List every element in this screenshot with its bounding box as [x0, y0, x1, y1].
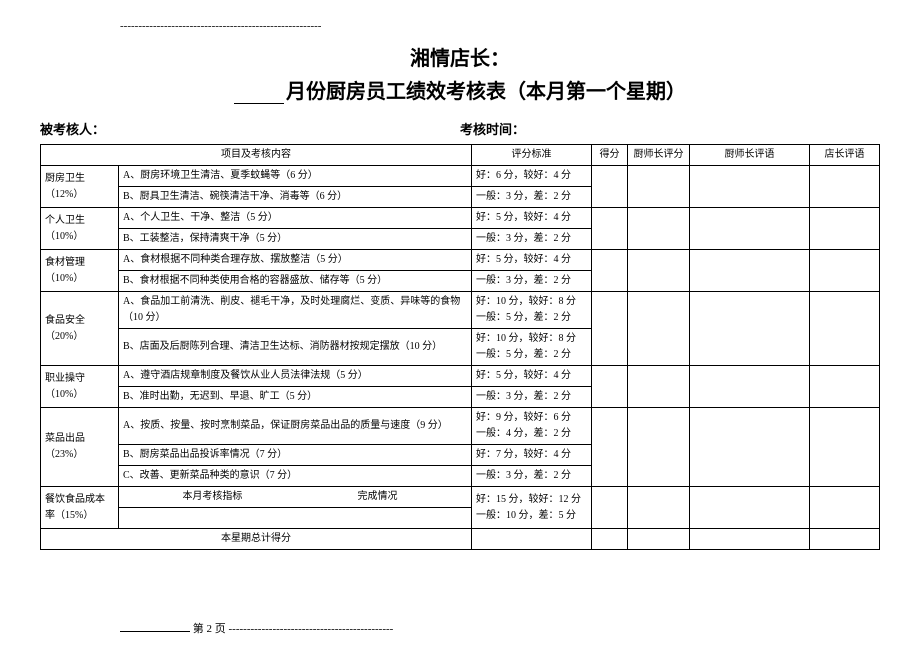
header-row: 项目及考核内容 评分标准 得分 厨师长评分 厨师长评语 店长评语 — [41, 145, 880, 166]
cost-mgr-comment — [810, 487, 880, 529]
cost-category: 餐饮食品成本率（15%） — [41, 487, 119, 529]
chef-score-cell — [628, 208, 690, 250]
cost-row-1: 餐饮食品成本率（15%） 本月考核指标完成情况 好：15 分，较好：12 分 一… — [41, 487, 880, 508]
score-cell — [592, 166, 628, 208]
hdr-score: 得分 — [592, 145, 628, 166]
cost-std: 好：15 分，较好：12 分 一般：10 分，差：5 分 — [472, 487, 592, 529]
score-cell — [592, 292, 628, 366]
page-label: 第 2 页 — [193, 623, 226, 635]
content-cell: A、食品加工前清洗、削皮、褪毛干净，及时处理腐烂、变质、异味等的食物（10 分） — [119, 292, 472, 329]
standard-cell: 一般：3 分，差：2 分 — [472, 271, 592, 292]
store-title: 湘情店长： — [40, 42, 880, 71]
category-cell: 食品安全（20%） — [41, 292, 119, 366]
mgr-comment-cell — [810, 208, 880, 250]
hdr-chef-comment: 厨师长评语 — [690, 145, 810, 166]
chef-comment-cell — [690, 208, 810, 250]
hdr-standard: 评分标准 — [472, 145, 592, 166]
total-row: 本星期总计得分 — [41, 529, 880, 550]
table-row: 职业操守（10%）A、遵守酒店规章制度及餐饮从业人员法律法规（5 分）好：5 分… — [41, 366, 880, 387]
content-cell: B、店面及后厨陈列合理、清洁卫生达标、消防器材按规定摆放（10 分） — [119, 329, 472, 366]
total-chef-score — [628, 529, 690, 550]
category-cell: 个人卫生（10%） — [41, 208, 119, 250]
content-cell: B、厨房菜品出品投诉率情况（7 分） — [119, 445, 472, 466]
standard-cell: 好：7 分，较好：4 分 — [472, 445, 592, 466]
mgr-comment-cell — [810, 366, 880, 408]
content-cell: B、工装整洁，保持清爽干净（5 分） — [119, 229, 472, 250]
standard-cell: 一般：3 分，差：2 分 — [472, 187, 592, 208]
assessment-table: 项目及考核内容 评分标准 得分 厨师长评分 厨师长评语 店长评语 厨房卫生（12… — [40, 144, 880, 550]
standard-cell: 好：5 分，较好：4 分 — [472, 208, 592, 229]
time-label: 考核时间： — [460, 119, 880, 138]
main-title-text: 月份厨房员工绩效考核表（本月第一个星期） — [286, 81, 686, 103]
mgr-comment-cell — [810, 292, 880, 366]
chef-comment-cell — [690, 366, 810, 408]
score-cell — [592, 250, 628, 292]
content-cell: A、食材根据不同种类合理存放、摆放整洁（5 分） — [119, 250, 472, 271]
table-row: 厨房卫生（12%）A、厨房环境卫生清洁、夏季蚊蝇等（6 分）好：6 分，较好：4… — [41, 166, 880, 187]
standard-cell: 好：5 分，较好：4 分 — [472, 366, 592, 387]
chef-score-cell — [628, 408, 690, 487]
cost-blank — [119, 508, 472, 529]
content-cell: A、遵守酒店规章制度及餐饮从业人员法律法规（5 分） — [119, 366, 472, 387]
standard-cell: 好：10 分，较好：8 分 一般：5 分，差：2 分 — [472, 292, 592, 329]
table-row: 食材管理（10%）A、食材根据不同种类合理存放、摆放整洁（5 分）好：5 分，较… — [41, 250, 880, 271]
total-score — [592, 529, 628, 550]
assessee-label: 被考核人： — [40, 119, 460, 138]
standard-cell: 一般：3 分，差：2 分 — [472, 466, 592, 487]
score-cell — [592, 408, 628, 487]
content-cell: B、厨具卫生清洁、碗筷清洁干净、消毒等（6 分） — [119, 187, 472, 208]
standard-cell: 一般：3 分，差：2 分 — [472, 229, 592, 250]
title-block: 湘情店长： 月份厨房员工绩效考核表（本月第一个星期） — [40, 42, 880, 104]
total-mgr-comment — [810, 529, 880, 550]
footer-blank — [120, 631, 190, 632]
standard-cell: 好：6 分，较好：4 分 — [472, 166, 592, 187]
cost-indicator-label: 本月考核指标完成情况 — [119, 487, 472, 508]
chef-comment-cell — [690, 166, 810, 208]
content-cell: B、准时出勤，无迟到、早退、旷工（5 分） — [119, 387, 472, 408]
table-row: 食品安全（20%）A、食品加工前清洗、削皮、褪毛干净，及时处理腐烂、变质、异味等… — [41, 292, 880, 329]
meta-row: 被考核人： 考核时间： — [40, 119, 880, 138]
footer: 第 2 页 ----------------------------------… — [120, 620, 880, 636]
cost-chef-comment — [690, 487, 810, 529]
standard-cell: 好：10 分，较好：8 分 一般：5 分，差：2 分 — [472, 329, 592, 366]
month-blank — [234, 103, 284, 104]
total-chef-comment — [690, 529, 810, 550]
standard-cell: 一般：3 分，差：2 分 — [472, 387, 592, 408]
hdr-item: 项目及考核内容 — [41, 145, 472, 166]
chef-score-cell — [628, 250, 690, 292]
content-cell: A、厨房环境卫生清洁、夏季蚊蝇等（6 分） — [119, 166, 472, 187]
content-cell: A、按质、按量、按时烹制菜品，保证厨房菜品出品的质量与速度（9 分） — [119, 408, 472, 445]
chef-comment-cell — [690, 250, 810, 292]
mgr-comment-cell — [810, 166, 880, 208]
category-cell: 食材管理（10%） — [41, 250, 119, 292]
table-row: 菜品出品（23%）A、按质、按量、按时烹制菜品，保证厨房菜品出品的质量与速度（9… — [41, 408, 880, 445]
chef-comment-cell — [690, 408, 810, 487]
cost-score — [592, 487, 628, 529]
chef-score-cell — [628, 292, 690, 366]
score-cell — [592, 366, 628, 408]
chef-score-cell — [628, 366, 690, 408]
category-cell: 厨房卫生（12%） — [41, 166, 119, 208]
hdr-chef-score: 厨师长评分 — [628, 145, 690, 166]
table-row: 个人卫生（10%）A、个人卫生、干净、整洁（5 分）好：5 分，较好：4 分 — [41, 208, 880, 229]
standard-cell: 好：9 分，较好：6 分 一般：4 分，差：2 分 — [472, 408, 592, 445]
top-dash-line: ----------------------------------------… — [120, 20, 880, 32]
standard-cell: 好：5 分，较好：4 分 — [472, 250, 592, 271]
category-cell: 菜品出品（23%） — [41, 408, 119, 487]
content-cell: B、食材根据不同种类使用合格的容器盛放、储存等（5 分） — [119, 271, 472, 292]
content-cell: A、个人卫生、干净、整洁（5 分） — [119, 208, 472, 229]
mgr-comment-cell — [810, 408, 880, 487]
score-cell — [592, 208, 628, 250]
cost-chef-score — [628, 487, 690, 529]
total-std — [472, 529, 592, 550]
content-cell: C、改善、更新菜品种类的意识（7 分） — [119, 466, 472, 487]
chef-comment-cell — [690, 292, 810, 366]
category-cell: 职业操守（10%） — [41, 366, 119, 408]
hdr-mgr-comment: 店长评语 — [810, 145, 880, 166]
total-label: 本星期总计得分 — [41, 529, 472, 550]
footer-dash: ----------------------------------------… — [229, 623, 394, 635]
main-title: 月份厨房员工绩效考核表（本月第一个星期） — [40, 75, 880, 104]
chef-score-cell — [628, 166, 690, 208]
mgr-comment-cell — [810, 250, 880, 292]
